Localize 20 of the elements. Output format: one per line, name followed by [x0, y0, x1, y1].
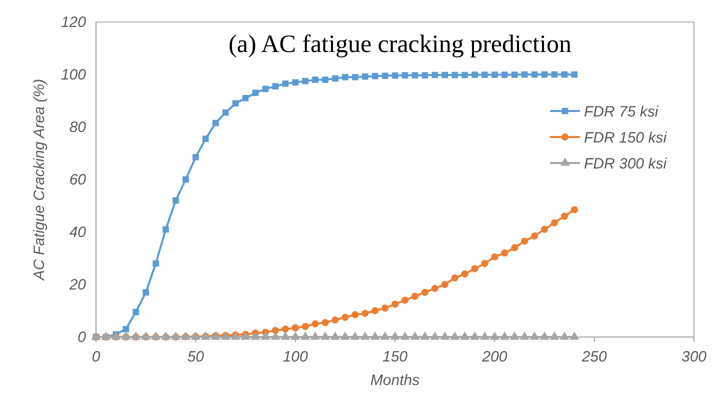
x-tick-label: 50: [187, 348, 205, 366]
y-tick-label: 120: [60, 14, 87, 31]
y-tick-label: 60: [69, 171, 87, 188]
x-tick-label: 250: [580, 348, 608, 366]
y-tick-label: 0: [78, 328, 87, 346]
y-tick-label: 100: [60, 66, 87, 84]
y-tick-label: 80: [69, 118, 87, 136]
x-tick-label: 100: [282, 348, 308, 366]
legend-label: FDR 150 ksi: [584, 129, 668, 146]
x-tick-label: 300: [681, 348, 708, 366]
x-tick-label: 0: [92, 348, 101, 366]
y-axis-title: AC Fatigue Cracking Area (%): [31, 78, 48, 282]
x-axis-title: Months: [370, 372, 420, 389]
x-tick-label: 150: [382, 348, 408, 366]
chart-title: (a) AC fatigue cracking prediction: [228, 31, 572, 58]
y-tick-label: 40: [69, 224, 87, 241]
legend-label: FDR 300 ksi: [584, 155, 668, 172]
y-tick-label: 20: [68, 276, 87, 294]
x-tick-label: 200: [481, 348, 508, 366]
legend-label: FDR 75 ksi: [584, 103, 659, 120]
